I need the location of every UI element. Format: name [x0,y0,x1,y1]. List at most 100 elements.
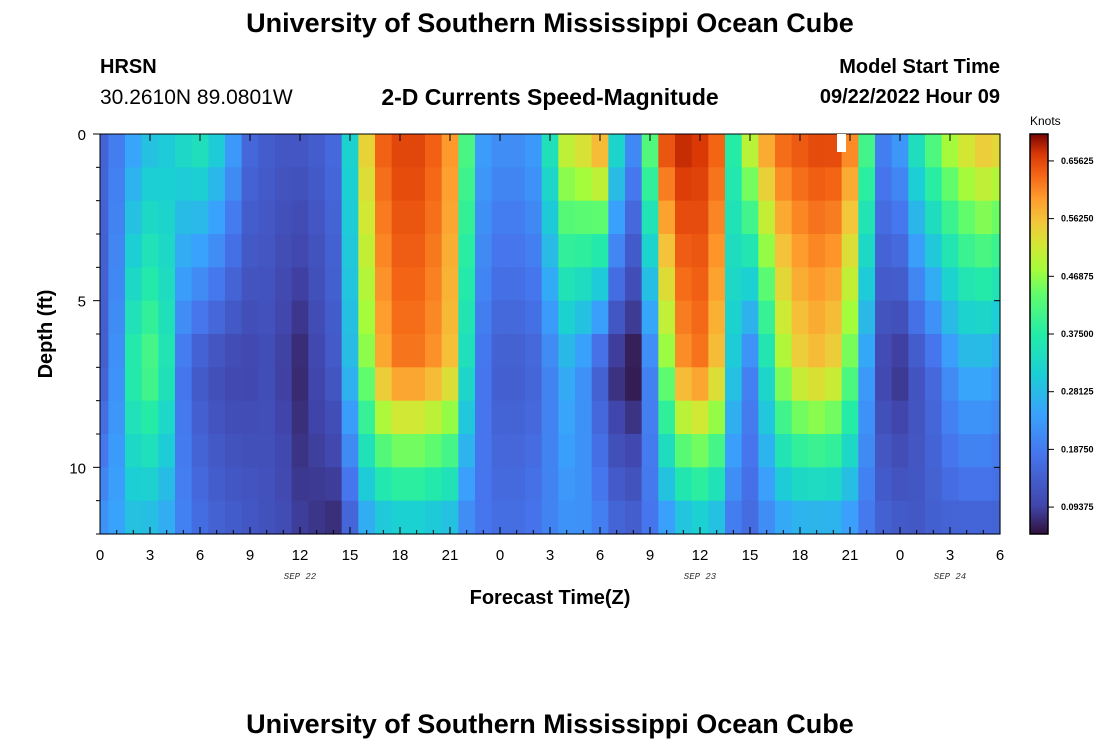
heatmap-cell [941,167,959,202]
heatmap-cell [225,334,243,368]
heatmap-cell [675,200,693,235]
heatmap-cell [791,300,809,335]
heatmap-cell [141,500,159,535]
heatmap-cell [141,200,159,235]
heatmap-cell [191,167,209,202]
heatmap-cell [275,267,293,302]
heatmap-cell [275,300,293,335]
heatmap-cell [291,200,309,235]
heatmap-cell [525,300,543,335]
heatmap-cell [608,200,626,235]
heatmap-cell [675,167,693,202]
heatmap-cell [608,267,626,302]
heatmap-cell [758,300,776,335]
heatmap-cell [100,400,109,435]
heatmap-cell [358,334,376,368]
heatmap-cell [375,467,393,502]
heatmap-cell [741,300,759,335]
heatmap-cell [675,234,693,268]
heatmap-cell [508,334,526,368]
heatmap-cell [991,200,1001,235]
x-tick-label: 3 [146,547,154,564]
heatmap-cell [158,367,176,402]
heatmap-cell [658,200,676,235]
heatmap-cell [508,500,526,535]
heatmap-cell [975,167,993,202]
heatmap-cell [675,334,693,368]
heatmap-cell [225,434,243,468]
heatmap-cell [975,134,993,168]
heatmap-cell [491,134,509,168]
date-label: SEP 22 [284,572,317,582]
heatmap-cell [975,467,993,502]
heatmap-cell [908,300,926,335]
heatmap-cell [841,367,859,402]
heatmap-cell [441,300,459,335]
heatmap-cell [558,500,576,535]
heatmap-cell [858,467,876,502]
heatmap-cell [791,400,809,435]
heatmap-cell [958,200,976,235]
heatmap-cell [741,334,759,368]
heatmap-cell [541,400,559,435]
heatmap-cell [675,267,693,302]
heatmap-cell [575,200,593,235]
heatmap-cell [358,500,376,535]
heatmap-cell [591,200,609,235]
heatmap-cell [491,334,509,368]
heatmap-cell [625,267,643,302]
heatmap-cell [258,167,276,202]
heatmap-cell [841,167,859,202]
heatmap-cell [408,400,426,435]
heatmap-cell [391,234,409,268]
heatmap-cell [708,434,726,468]
heatmap-cell [541,267,559,302]
heatmap-cell [791,200,809,235]
heatmap-cell [808,300,826,335]
heatmap-cell [108,267,126,302]
heatmap-cell [241,400,259,435]
heatmap-cell [708,234,726,268]
heatmap-cell [675,134,693,168]
heatmap-cell [791,467,809,502]
heatmap-cell [141,234,159,268]
heatmap-cell [258,234,276,268]
heatmap-cell [325,467,343,502]
heatmap-cell [375,167,393,202]
heatmap-cell [575,300,593,335]
heatmap-cell [425,400,443,435]
heatmap-cell [458,334,476,368]
x-tick-label: 18 [792,547,809,564]
heatmap-cell [725,134,743,168]
heatmap-cell [825,267,843,302]
heatmap-cell [358,367,376,402]
heatmap-cell [525,400,543,435]
x-tick-label: 6 [196,547,204,564]
heatmap-cell [808,367,826,402]
heatmap-cell [608,167,626,202]
heatmap-cell [658,434,676,468]
heatmap-cell [958,167,976,202]
heatmap-cell [675,434,693,468]
heatmap-cell [775,234,793,268]
heatmap-cell [591,267,609,302]
heatmap-cell [491,300,509,335]
heatmap-cell [425,367,443,402]
x-tick-label: 9 [646,547,654,564]
heatmap-cell [258,300,276,335]
heatmap-cell [308,167,326,202]
heatmap-cell [175,400,193,435]
heatmap-cell [608,134,626,168]
colorbar-tick-label: 0.46875 [1061,271,1094,281]
heatmap-cell [325,367,343,402]
heatmap-cell [991,367,1001,402]
heatmap-cell [958,400,976,435]
heatmap-cell [375,500,393,535]
heatmap-cell [741,367,759,402]
heatmap-cell [108,434,126,468]
heatmap-cell [541,200,559,235]
heatmap-cell [241,300,259,335]
heatmap-cell [291,400,309,435]
heatmap-cell [658,500,676,535]
heatmap-cell [558,467,576,502]
